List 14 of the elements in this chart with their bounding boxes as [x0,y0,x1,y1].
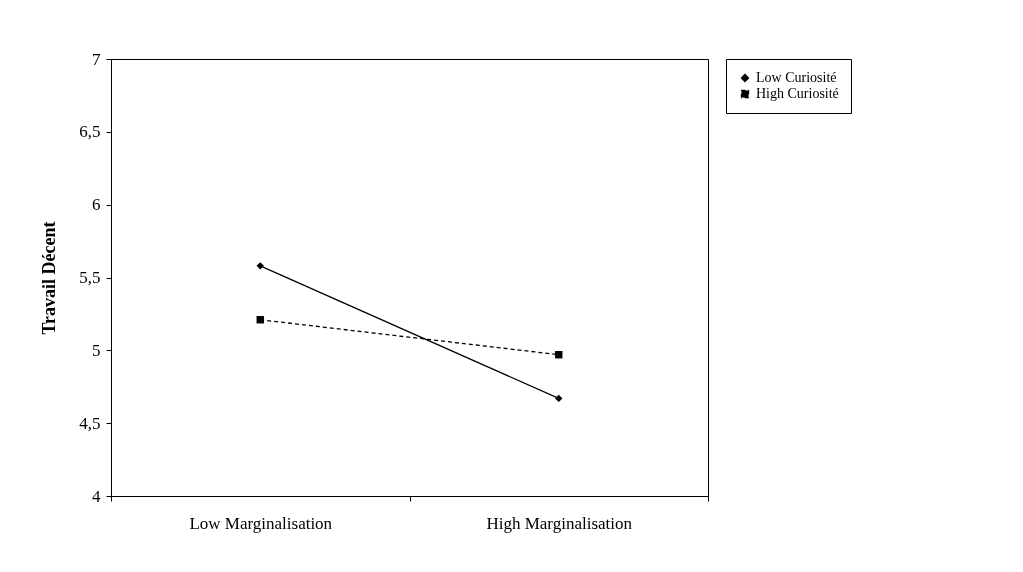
legend-label: High Curiosité [756,86,839,101]
y-tick-label: 6 [92,195,101,215]
y-tick-label: 6,5 [79,122,101,142]
point [256,262,264,270]
y-tick-label: 7 [92,49,101,69]
y-tick-label: 4 [92,486,101,506]
y-tick-label: 4,5 [79,413,101,433]
x-tick-label: High Marginalisation [486,513,633,533]
x-tick-label: Low Marginalisation [189,513,333,533]
y-tick-label: 5 [92,340,101,360]
legend-label: Low Curiosité [756,70,837,85]
point [555,394,563,403]
y-tick-label: 5,5 [79,268,101,287]
y-axis-title: Travail Décent [39,221,60,335]
